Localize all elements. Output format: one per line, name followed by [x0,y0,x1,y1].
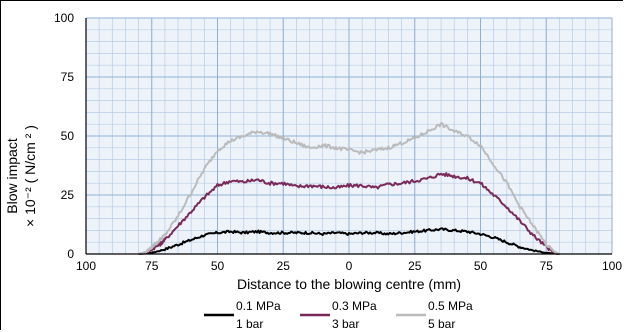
legend-label-1-line2: 3 bar [332,317,359,331]
y-tick-label: 0 [67,247,74,261]
legend-label-2-line1: 0.5 MPa [428,299,473,313]
y-tick-label: 75 [61,70,75,84]
y-tick-label: 25 [61,188,75,202]
x-tick-label: 75 [540,259,554,273]
series-line-1 [138,172,560,255]
series-layer [138,122,560,255]
legend-label-0-line2: 1 bar [236,317,263,331]
x-tick-labels: 100 75 50 25 0 25 50 75 100 [76,259,622,273]
x-tick-label: 100 [76,259,96,273]
x-axis-title: Distance to the blowing centre (mm) [237,276,461,292]
legend: 0.1 MPa 1 bar 0.3 MPa 3 bar 0.5 MPa 5 ba… [204,299,473,331]
legend-label-1-line1: 0.3 MPa [332,299,377,313]
x-tick-label: 75 [145,259,159,273]
x-tick-label: 50 [474,259,488,273]
x-tick-label: 50 [211,259,225,273]
series-line-0 [138,227,560,255]
y-tick-label: 50 [61,129,75,143]
y-axis-title-line2: × 10⁻² ( N/cm ² ) [22,125,38,227]
legend-label-0-line1: 0.1 MPa [236,299,281,313]
y-axis-title: Blow impact × 10⁻² ( N/cm ² ) [4,125,38,227]
x-tick-label: 0 [346,259,353,273]
y-tick-labels: 0 25 50 75 100 [54,11,74,261]
legend-label-2-line2: 5 bar [428,317,455,331]
x-tick-label: 25 [408,259,422,273]
y-tick-label: 100 [54,11,74,25]
y-axis-title-line1: Blow impact [4,138,20,214]
series-line-2 [138,122,560,255]
major-grid [85,17,613,255]
x-tick-label: 25 [277,259,291,273]
x-tick-label: 100 [602,259,622,273]
